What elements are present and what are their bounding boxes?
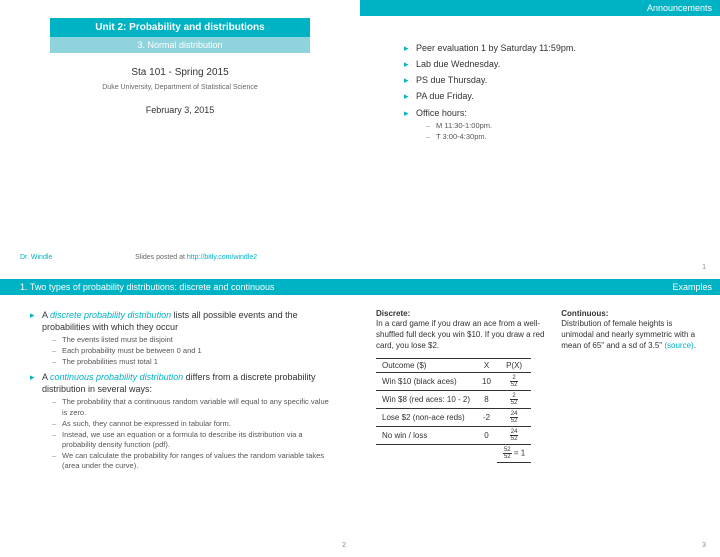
cell-px: 252 [497, 390, 531, 408]
slides-link-wrap: Slides posted at http://bitly.com/windle… [135, 254, 257, 261]
announce-list: Peer evaluation 1 by Saturday 11:59pm. L… [404, 42, 696, 142]
cell-label: Win $10 (black aces) [376, 372, 476, 390]
source-link[interactable]: (source) [664, 341, 693, 350]
banner-announcements: Announcements [360, 0, 720, 16]
cell-x: 0 [476, 426, 497, 444]
unit-subtitle: 3. Normal distribution [50, 37, 310, 53]
sub-item: The probabilities must total 1 [52, 357, 336, 367]
title-box: Unit 2: Probability and distributions 3.… [50, 18, 310, 53]
col-outcome: Outcome ($) [376, 358, 476, 372]
office-hours-list: M 11:30-1:00pm. T 3:00-4:30pm. [416, 121, 696, 142]
office-hours-label: Office hours: [416, 108, 467, 118]
discrete-text: In a card game if you draw an ace from a… [376, 319, 547, 351]
discrete-sublist: The events listed must be disjoint Each … [42, 335, 336, 367]
author-name: Dr. Windle [20, 254, 52, 261]
table-row: Win $10 (black aces) 10 252 [376, 372, 531, 390]
cell-label: Lose $2 (non-ace reds) [376, 408, 476, 426]
discrete-bullet: A discrete probability distribution list… [30, 309, 336, 368]
types-body: A discrete probability distribution list… [0, 295, 360, 472]
cell-label: No win / loss [376, 426, 476, 444]
table-row: Win $8 (red aces: 10 - 2) 8 252 [376, 390, 531, 408]
cell-sum: 5252 = 1 [497, 444, 531, 462]
sum-eq: = 1 [512, 448, 526, 457]
slide-examples: Examples Discrete: In a card game if you… [360, 279, 720, 557]
unit-title: Unit 2: Probability and distributions [50, 18, 310, 37]
course-name: Sta 101 - Spring 2015 [0, 67, 360, 78]
page-number: 3 [702, 542, 706, 549]
sub-item: Each probability must be between 0 and 1 [52, 346, 336, 356]
discrete-col: Discrete: In a card game if you draw an … [376, 309, 547, 463]
cell-px: 2452 [497, 408, 531, 426]
continuous-col: Continuous: Distribution of female heigh… [561, 309, 704, 463]
sub-item: We can calculate the probability for ran… [52, 451, 336, 471]
department: Duke University, Department of Statistic… [0, 84, 360, 91]
sub-item: Instead, we use an equation or a formula… [52, 430, 336, 450]
cell-label: Win $8 (red aces: 10 - 2) [376, 390, 476, 408]
col-px: P(X) [497, 358, 531, 372]
cell-x: -2 [476, 408, 497, 426]
page-number: 1 [702, 264, 706, 271]
announce-item: PS due Thursday. [404, 74, 696, 86]
cell-px: 252 [497, 372, 531, 390]
sub-item: The probability that a continuous random… [52, 397, 336, 417]
cell-px: 2452 [497, 426, 531, 444]
b1-em: discrete probability distribution [50, 310, 171, 320]
b1-pre: A [42, 310, 50, 320]
outcome-table: Outcome ($) X P(X) Win $10 (black aces) … [376, 358, 531, 463]
cont-dot: . [694, 341, 696, 350]
continuous-sublist: The probability that a continuous random… [42, 397, 336, 471]
banner-examples: Examples [360, 279, 720, 295]
table-row: Lose $2 (non-ace reds) -2 2452 [376, 408, 531, 426]
announce-item: PA due Friday. [404, 90, 696, 102]
slide-grid: Unit 2: Probability and distributions 3.… [0, 0, 720, 557]
discrete-heading: Discrete: [376, 309, 547, 320]
slides-prefix: Slides posted at [135, 254, 187, 261]
b2-em: continuous probability distribution [50, 372, 183, 382]
examples-body: Discrete: In a card game if you draw an … [360, 295, 720, 463]
slide-footer: Dr. Windle Slides posted at http://bitly… [20, 254, 340, 261]
banner-types: 1. Two types of probability distribution… [0, 279, 360, 295]
course-block: Sta 101 - Spring 2015 Duke University, D… [0, 67, 360, 115]
sub-item: The events listed must be disjoint [52, 335, 336, 345]
col-x: X [476, 358, 497, 372]
table-header-row: Outcome ($) X P(X) [376, 358, 531, 372]
lecture-date: February 3, 2015 [0, 105, 360, 115]
table-row: No win / loss 0 2452 [376, 426, 531, 444]
announce-item: Lab due Wednesday. [404, 58, 696, 70]
cell-x: 8 [476, 390, 497, 408]
cell-x: 10 [476, 372, 497, 390]
announce-item: Peer evaluation 1 by Saturday 11:59pm. [404, 42, 696, 54]
types-list: A discrete probability distribution list… [30, 309, 336, 472]
continuous-heading: Continuous: [561, 309, 704, 320]
slides-link[interactable]: http://bitly.com/windle2 [187, 254, 257, 261]
table-sum-row: 5252 = 1 [376, 444, 531, 462]
continuous-text: Distribution of female heights is unimod… [561, 319, 704, 351]
slide-title: Unit 2: Probability and distributions 3.… [0, 0, 360, 279]
sub-item: As such, they cannot be expressed in tab… [52, 419, 336, 429]
page-number: 2 [342, 542, 346, 549]
announce-item: Office hours: M 11:30-1:00pm. T 3:00-4:3… [404, 107, 696, 142]
slide-types: 1. Two types of probability distribution… [0, 279, 360, 557]
continuous-bullet: A continuous probability distribution di… [30, 371, 336, 471]
b2-pre: A [42, 372, 50, 382]
office-hour: T 3:00-4:30pm. [426, 132, 696, 142]
office-hour: M 11:30-1:00pm. [426, 121, 696, 131]
announce-body: Peer evaluation 1 by Saturday 11:59pm. L… [360, 16, 720, 142]
slide-announcements: Announcements Peer evaluation 1 by Satur… [360, 0, 720, 279]
